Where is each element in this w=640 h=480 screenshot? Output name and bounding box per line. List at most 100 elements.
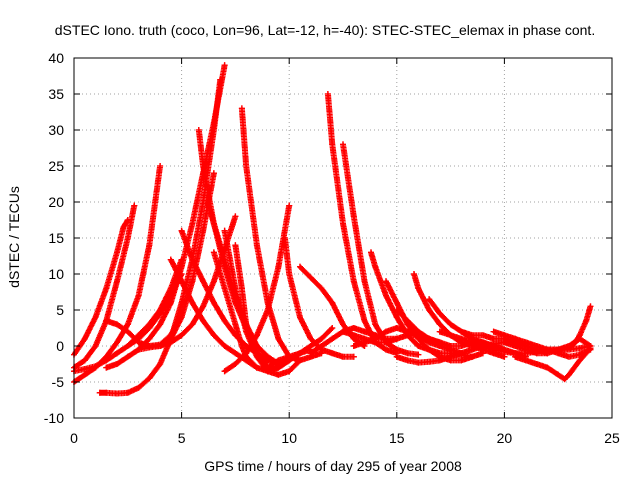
- y-tick-label: 40: [48, 50, 64, 66]
- data-point: [522, 346, 529, 353]
- data-point: [286, 202, 293, 209]
- y-axis-title: dSTEC / TECUs: [6, 186, 22, 288]
- data-point: [587, 303, 594, 310]
- y-tick-label: 20: [48, 194, 64, 210]
- y-tick-label: 35: [48, 86, 64, 102]
- data-point: [221, 368, 228, 375]
- data-point: [189, 256, 196, 263]
- data-point: [350, 353, 357, 360]
- data-point: [393, 335, 400, 342]
- y-tick-label: 30: [48, 122, 64, 138]
- data-point: [275, 263, 282, 270]
- data-point: [135, 339, 142, 346]
- data-point: [415, 359, 422, 366]
- y-tick-label: 10: [48, 266, 64, 282]
- data-point: [167, 299, 174, 306]
- data-point: [232, 321, 239, 328]
- data-point: [200, 303, 207, 310]
- data-point: [238, 343, 245, 349]
- data-point: [393, 325, 400, 331]
- data-point: [555, 346, 562, 353]
- data-point: [189, 321, 196, 328]
- data-point: [329, 325, 336, 331]
- data-point: [447, 353, 454, 360]
- data-point: [479, 343, 486, 349]
- data-point: [512, 343, 519, 349]
- data-point: [210, 119, 217, 126]
- data-point: [200, 163, 207, 169]
- data-point: [124, 235, 131, 241]
- data-point: [221, 343, 228, 349]
- data-point: [426, 307, 433, 313]
- data-point: [297, 350, 303, 357]
- x-tick-label: 5: [178, 430, 186, 446]
- data-point: [103, 364, 110, 371]
- data-point: [253, 242, 260, 249]
- data-point: [458, 328, 465, 335]
- data-point: [361, 339, 368, 346]
- data-point: [297, 357, 303, 364]
- data-point: [361, 328, 368, 335]
- data-point: [587, 345, 594, 352]
- data-point: [415, 285, 422, 292]
- data-point: [329, 350, 336, 357]
- data-point: [189, 299, 196, 306]
- data-point: [555, 371, 562, 378]
- x-axis-title: GPS time / hours of day 295 of year 2008: [204, 458, 462, 474]
- data-point: [221, 317, 228, 324]
- data-point: [436, 339, 443, 346]
- data-point: [275, 357, 282, 364]
- axis-ticks: 0 5 10 15 20 25 -10 -5 0 5 10 15 20 25 30 35 40: [44, 50, 620, 446]
- series-track-20: [264, 325, 336, 371]
- y-tick-label: -5: [52, 374, 65, 390]
- data-point: [436, 310, 443, 317]
- data-point: [393, 346, 400, 353]
- data-point: [512, 353, 519, 360]
- data-point: [436, 328, 443, 335]
- data-point: [210, 170, 217, 177]
- data-point: [210, 220, 217, 227]
- data-point: [103, 389, 110, 396]
- x-tick-label: 0: [70, 430, 78, 446]
- data-point: [275, 371, 282, 378]
- data-point: [167, 335, 174, 342]
- data-point: [576, 332, 583, 339]
- data-point: [458, 335, 465, 342]
- data-point: [501, 332, 508, 339]
- data-point: [372, 335, 379, 342]
- data-point: [146, 343, 153, 349]
- data-point: [178, 332, 185, 339]
- x-tick-label: 25: [604, 430, 620, 446]
- series-track-19: [221, 202, 293, 375]
- data-point: [490, 346, 497, 353]
- data-point: [436, 357, 443, 364]
- data-point: [146, 335, 153, 342]
- data-point: [393, 353, 400, 360]
- data-point: [210, 332, 217, 339]
- data-point: [157, 321, 164, 328]
- data-point: [286, 368, 293, 375]
- x-tick-label: 15: [389, 430, 405, 446]
- data-point: [561, 376, 568, 383]
- data-point: [135, 332, 142, 339]
- data-point: [340, 328, 346, 335]
- data-point: [340, 321, 346, 328]
- data-point: [383, 328, 389, 335]
- data-point: [114, 249, 120, 256]
- data-point: [383, 339, 389, 346]
- data-point: [411, 271, 417, 277]
- data-point: [81, 371, 88, 378]
- data-point: [146, 375, 153, 382]
- data-point: [340, 353, 346, 360]
- data-point: [103, 317, 110, 324]
- data-point: [318, 335, 325, 342]
- data-point: [232, 242, 239, 249]
- data-point: [329, 299, 336, 306]
- data-point: [81, 366, 88, 372]
- data-point: [522, 339, 529, 346]
- data-point: [146, 321, 153, 328]
- data-point: [404, 317, 411, 324]
- data-point: [318, 285, 325, 292]
- data-point: [178, 256, 185, 263]
- data-point: [221, 62, 228, 69]
